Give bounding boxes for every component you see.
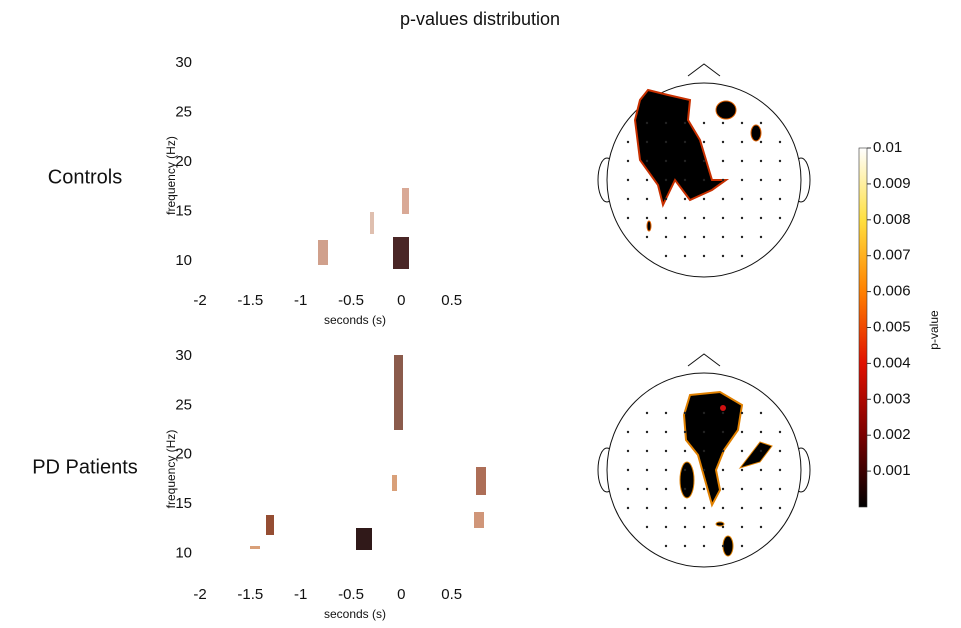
colorbar-tick-label: 0.006 — [873, 283, 911, 300]
x-tick-label: -1.5 — [237, 586, 263, 603]
colorbar-tick-label: 0.005 — [873, 318, 911, 335]
colorbar-tick-label: 0.007 — [873, 247, 911, 264]
x-tick-label: -1 — [294, 292, 307, 309]
colorbar-tick-label: 0.004 — [873, 354, 911, 371]
x-tick-label: 0.5 — [441, 292, 462, 309]
y-tick-label: 10 — [175, 252, 192, 269]
colorbar-tick-label: 0.003 — [873, 390, 911, 407]
x-tick-label: -0.5 — [338, 586, 364, 603]
y-tick-label: 30 — [175, 347, 192, 364]
y-axis-label: frequency (Hz) — [164, 430, 178, 509]
y-tick-label: 10 — [175, 544, 192, 561]
colorbar-tick-label: 0.01 — [873, 139, 902, 156]
y-tick-label: 25 — [175, 396, 192, 413]
y-axis-label: frequency (Hz) — [164, 136, 178, 215]
x-tick-label: 0.5 — [441, 586, 462, 603]
x-axis-label: seconds (s) — [324, 607, 386, 621]
y-tick-label: 15 — [175, 203, 192, 220]
x-tick-label: -2 — [193, 292, 206, 309]
row-label: PD Patients — [32, 456, 138, 478]
y-tick-label: 20 — [175, 153, 192, 170]
colorbar — [858, 147, 868, 508]
colorbar-tick-label: 0.002 — [873, 426, 911, 443]
x-tick-label: 0 — [397, 292, 405, 309]
colorbar-label: p-value — [927, 310, 941, 350]
x-tick-label: -0.5 — [338, 292, 364, 309]
tf-map — [250, 188, 486, 550]
figure-title: p-values distribution — [400, 9, 560, 29]
topomap — [597, 63, 811, 278]
electrodes — [626, 121, 782, 548]
x-tick-label: -1 — [294, 586, 307, 603]
y-tick-label: 25 — [175, 104, 192, 121]
topomap — [597, 353, 811, 568]
row-label: Controls — [48, 166, 122, 188]
x-tick-label: 0 — [397, 586, 405, 603]
x-tick-label: -1.5 — [237, 292, 263, 309]
x-tick-label: -2 — [193, 586, 206, 603]
x-axis-label: seconds (s) — [324, 313, 386, 327]
y-tick-label: 30 — [175, 54, 192, 71]
colorbar-tick-label: 0.001 — [873, 462, 911, 479]
colorbar-tick-label: 0.008 — [873, 211, 911, 228]
colorbar-tick-label: 0.009 — [873, 175, 911, 192]
y-tick-label: 20 — [175, 446, 192, 463]
y-tick-label: 15 — [175, 495, 192, 512]
